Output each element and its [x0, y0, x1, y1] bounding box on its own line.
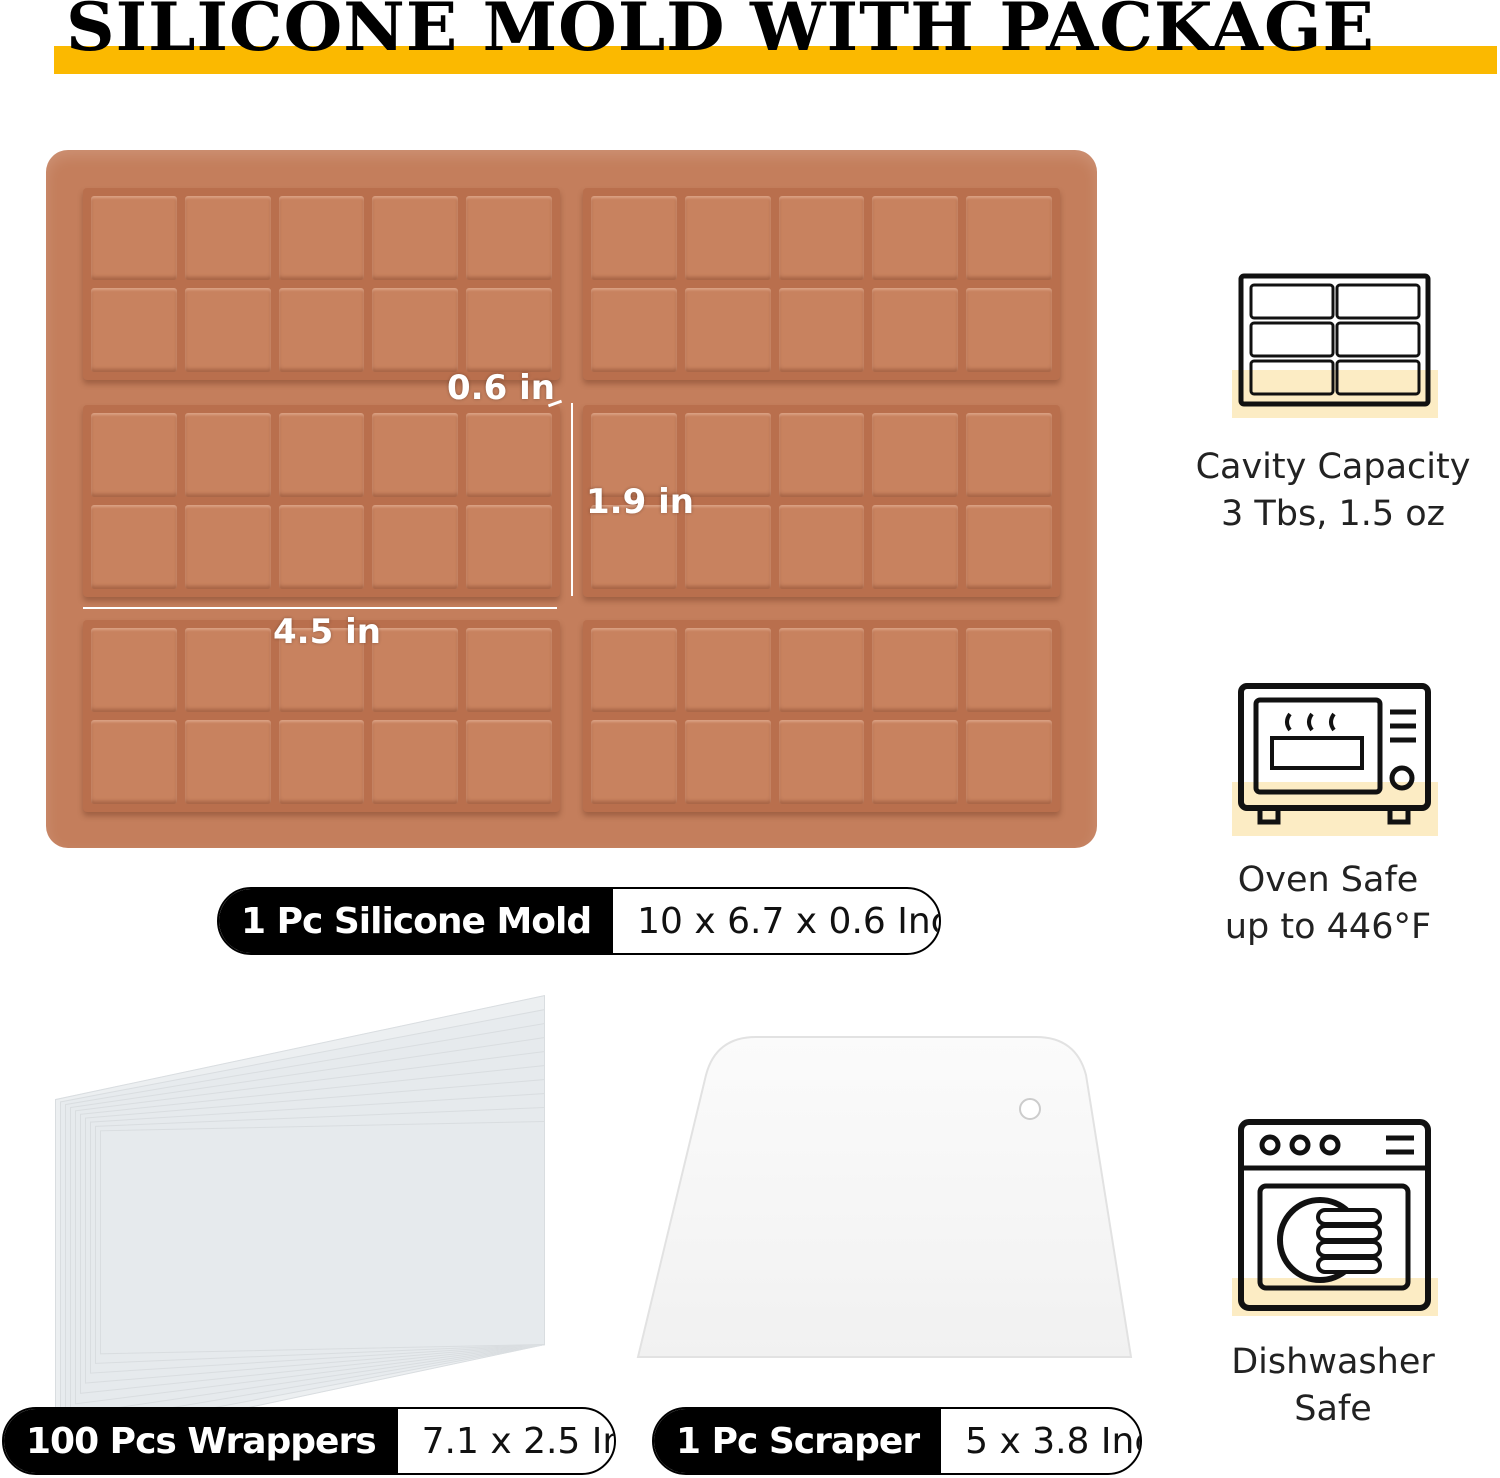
- cavity-square: [91, 413, 177, 497]
- cavity-square: [684, 628, 771, 712]
- feature-cavity-capacity: Cavity Capacity 3 Tbs, 1.5 oz: [1193, 444, 1473, 538]
- cavity-square: [372, 288, 459, 372]
- cavity-square: [966, 288, 1052, 372]
- cavity-square: [966, 628, 1052, 712]
- depth-label: 0.6 in: [447, 368, 555, 408]
- height-label: 1.9 in: [586, 482, 694, 522]
- cavity-square: [966, 720, 1052, 804]
- cavity-square: [778, 720, 865, 804]
- pill-value: 7.1 x 2.5 Inch: [421, 1420, 614, 1462]
- feature-oven-safe: Oven Safe up to 446°F: [1188, 857, 1468, 951]
- scraper-image: [636, 1036, 1133, 1358]
- cavity-square: [684, 720, 771, 804]
- cavity-square: [966, 505, 1052, 589]
- width-marker: [83, 607, 557, 609]
- cavity-square: [684, 505, 771, 589]
- cavity-square: [466, 288, 552, 372]
- dishwasher-icon: [1232, 1119, 1438, 1316]
- wrapper-bag: [100, 1121, 545, 1355]
- feature-detail: 3 Tbs, 1.5 oz: [1220, 494, 1446, 534]
- cavity-square: [684, 196, 771, 280]
- cavity-square: [466, 628, 552, 712]
- cavity-square: [278, 505, 365, 589]
- cavity-square: [278, 196, 365, 280]
- cavity-square: [966, 413, 1052, 497]
- cavity-square: [591, 628, 677, 712]
- pill-label: 100 Pcs Wrappers: [4, 1409, 398, 1473]
- feature-title: Oven Safe: [1237, 860, 1419, 900]
- cavity-square: [372, 628, 459, 712]
- width-label: 4.5 in: [273, 612, 381, 652]
- chocolate-bar-cavity: [83, 620, 560, 812]
- mold-size-pill: 1 Pc Silicone Mold 10 x 6.7 x 0.6 Inch: [217, 887, 941, 955]
- cavity-square: [591, 288, 677, 372]
- cavity-square: [91, 505, 177, 589]
- cavity-square: [184, 196, 271, 280]
- cavity-square: [372, 720, 459, 804]
- cavity-square: [184, 288, 271, 372]
- cavity-square: [184, 505, 271, 589]
- cavity-square: [184, 720, 271, 804]
- feature-detail: Safe: [1294, 1389, 1372, 1429]
- cavity-square: [91, 288, 177, 372]
- cavity-square: [278, 628, 365, 712]
- cavity-square: [466, 196, 552, 280]
- cavity-square: [466, 413, 552, 497]
- feature-title: Dishwasher: [1231, 1342, 1435, 1382]
- pill-label: 1 Pc Silicone Mold: [219, 889, 614, 953]
- pill-value: 5 x 3.8 Inch: [965, 1420, 1140, 1462]
- scraper-size-pill: 1 Pc Scraper 5 x 3.8 Inch: [652, 1407, 1142, 1475]
- feature-dishwasher-safe: Dishwasher Safe: [1193, 1339, 1473, 1433]
- cavity-square: [91, 628, 177, 712]
- silicone-mold-image: [46, 150, 1097, 848]
- cavity-square: [872, 720, 959, 804]
- chocolate-bar-cavity: [83, 188, 560, 380]
- cavity-square: [591, 413, 677, 497]
- chocolate-bar-cavity: [583, 620, 1060, 812]
- feature-title: Cavity Capacity: [1195, 447, 1471, 487]
- title-underline: [54, 46, 1497, 74]
- cavity-square: [778, 413, 865, 497]
- chocolate-bar-cavity: [583, 405, 1060, 597]
- cavity-square: [466, 505, 552, 589]
- cavity-square: [872, 505, 959, 589]
- cavity-square: [278, 288, 365, 372]
- cavity-square: [778, 628, 865, 712]
- cavity-square: [466, 720, 552, 804]
- height-marker: [571, 403, 573, 596]
- cavity-square: [872, 628, 959, 712]
- wrappers-image: [55, 995, 555, 1450]
- pill-value: 10 x 6.7 x 0.6 Inch: [637, 900, 941, 942]
- cavity-square: [872, 196, 959, 280]
- chocolate-bar-cavity: [83, 405, 560, 597]
- cavity-square: [278, 413, 365, 497]
- cavity-square: [872, 413, 959, 497]
- oven-icon: [1232, 683, 1438, 836]
- cavity-square: [778, 505, 865, 589]
- cavity-square: [91, 196, 177, 280]
- cavity-square: [966, 196, 1052, 280]
- pill-label: 1 Pc Scraper: [654, 1409, 942, 1473]
- cavity-square: [184, 628, 271, 712]
- cavity-square: [372, 196, 459, 280]
- chocolate-bar-cavity: [583, 188, 1060, 380]
- cavity-square: [778, 196, 865, 280]
- cavity-square: [684, 288, 771, 372]
- cavity-square: [591, 505, 677, 589]
- page-title: SILICONE MOLD WITH PACKAGE: [66, 0, 1375, 66]
- cavity-square: [872, 288, 959, 372]
- wrappers-size-pill: 100 Pcs Wrappers 7.1 x 2.5 Inch: [2, 1407, 616, 1475]
- cavity-square: [684, 413, 771, 497]
- cavity-square: [278, 720, 365, 804]
- cavity-square: [591, 196, 677, 280]
- cavity-square: [591, 720, 677, 804]
- mold-grid-icon: [1232, 273, 1438, 418]
- cavity-square: [778, 288, 865, 372]
- cavity-square: [184, 413, 271, 497]
- cavity-square: [372, 505, 459, 589]
- cavity-square: [372, 413, 459, 497]
- cavity-square: [91, 720, 177, 804]
- feature-detail: up to 446°F: [1224, 907, 1432, 947]
